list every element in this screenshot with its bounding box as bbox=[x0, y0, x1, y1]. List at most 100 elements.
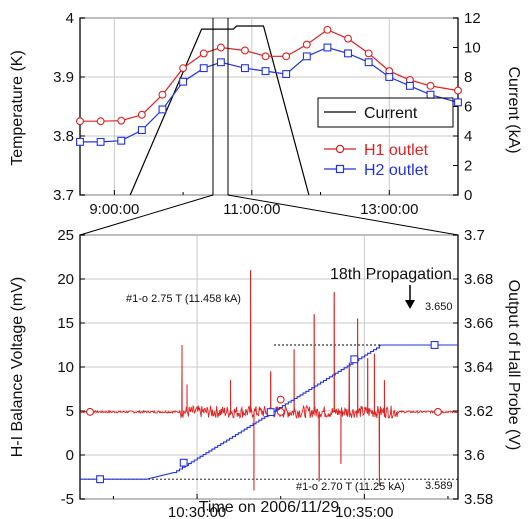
top-y2-tick-label: 6 bbox=[464, 99, 472, 116]
zoom-connector-right bbox=[227, 194, 459, 236]
top-h1-point bbox=[199, 49, 208, 58]
bottom-y2-tick-label: 3.66 bbox=[464, 315, 493, 332]
top-h1-point bbox=[454, 86, 462, 95]
bottom-y-tick-label: -5 bbox=[61, 491, 74, 508]
top-series-h2-outlet-line bbox=[80, 46, 459, 143]
bottom-y2-tick-label: 3.64 bbox=[464, 359, 493, 376]
legend-item-h1-outlet: H1 outlet bbox=[324, 142, 429, 159]
top-h1-point bbox=[426, 81, 435, 90]
top-h1-point bbox=[323, 25, 332, 34]
top-h2-point bbox=[199, 64, 208, 73]
top-h1-point bbox=[282, 52, 291, 61]
bottom-x-axis-label: Time on 2006/11/29 bbox=[199, 499, 340, 516]
bottom-y2-tick-label: 3.62 bbox=[464, 403, 493, 420]
top-h1-point bbox=[261, 52, 270, 61]
annotation-3-650: 3.650 bbox=[425, 301, 453, 313]
legend-current-frame bbox=[317, 97, 454, 128]
top-h2-point bbox=[137, 126, 146, 135]
top-legend: Current H1 outlet H2 outlet bbox=[324, 105, 429, 179]
bottom-y2-axis-label: Output of Hall Probe (V) bbox=[505, 280, 522, 451]
top-y-tick-label: 3.7 bbox=[53, 187, 74, 204]
top-h1-point bbox=[364, 49, 373, 58]
top-h2-point bbox=[158, 105, 167, 114]
legend-h2-outlet-label: H2 outlet bbox=[364, 162, 429, 179]
annotation-18th-propagation: 18th Propagation bbox=[330, 266, 452, 283]
top-h2-point bbox=[323, 43, 332, 52]
bottom-y2-tick-label: 3.7 bbox=[464, 227, 485, 244]
annotation-2-75t: #1-o 2.75 T (11.458 kA) bbox=[126, 293, 241, 305]
bottom-hall-probe-marker bbox=[430, 341, 439, 349]
top-h2-point bbox=[364, 58, 373, 67]
bottom-x-tick-label: 10:30:00 bbox=[168, 504, 226, 519]
top-h2-point bbox=[117, 136, 126, 145]
zoom-connector-left bbox=[79, 194, 214, 236]
top-y2-tick-label: 4 bbox=[464, 128, 472, 145]
top-h2-point bbox=[96, 137, 105, 146]
top-chart: 9:00:00 11:00:00 13:00:00 3.7 3.8 3.9 4 0 2 4 6 8 10… bbox=[9, 10, 522, 218]
bottom-hall-probe-marker bbox=[350, 355, 359, 364]
top-h1-point bbox=[96, 117, 105, 126]
bottom-y-axis-label: H-I Balance Voltage (mV) bbox=[9, 277, 26, 458]
top-x-tick-label: 13:00:00 bbox=[360, 201, 418, 218]
bottom-grid bbox=[80, 234, 458, 500]
top-h1-point bbox=[216, 43, 225, 52]
top-h2-point bbox=[216, 58, 225, 67]
top-h1-point bbox=[137, 110, 146, 119]
top-h1-point bbox=[302, 40, 311, 49]
annotation-2-70t: #1-o 2.70 T (11.25 kA) bbox=[296, 481, 405, 493]
top-ticks-group: 9:00:00 11:00:00 13:00:00 3.7 3.8 3.9 4 0 2 4 6 8 10… bbox=[53, 10, 481, 218]
top-y2-tick-label: 12 bbox=[464, 10, 481, 27]
bottom-x-tick-label: 10:35:00 bbox=[335, 504, 393, 519]
bottom-y-tick-label: 10 bbox=[57, 359, 74, 376]
top-h1-point bbox=[117, 116, 126, 125]
top-h1-point bbox=[179, 64, 188, 73]
top-h1-point bbox=[240, 46, 249, 55]
legend-item-h2-outlet: H2 outlet bbox=[324, 162, 429, 179]
top-h2-point bbox=[302, 52, 311, 61]
bottom-y2-tick-label: 3.58 bbox=[464, 491, 493, 508]
bottom-y-tick-label: 25 bbox=[57, 227, 74, 244]
top-h2-point bbox=[454, 98, 462, 107]
top-y-tick-label: 3.8 bbox=[53, 128, 74, 145]
bottom-y-tick-label: 0 bbox=[66, 447, 74, 464]
top-y2-tick-label: 2 bbox=[464, 158, 472, 175]
bottom-y-tick-label: 5 bbox=[66, 403, 74, 420]
top-h2-point bbox=[282, 70, 291, 79]
top-grid bbox=[80, 17, 458, 196]
top-h2-point bbox=[179, 77, 188, 86]
top-x-tick-label: 11:00:00 bbox=[223, 201, 280, 218]
bottom-hall-probe-marker bbox=[179, 458, 188, 467]
annotation-arrow-head bbox=[405, 300, 415, 309]
top-h2-point bbox=[240, 64, 249, 73]
top-h2-point bbox=[426, 90, 435, 99]
legend-current-label: Current bbox=[364, 105, 418, 122]
top-h2-point bbox=[385, 73, 394, 81]
top-y2-tick-label: 0 bbox=[464, 187, 472, 204]
top-series-current-line bbox=[129, 25, 310, 196]
legend-item-current: Current bbox=[324, 105, 418, 122]
bottom-y-tick-label: 20 bbox=[57, 271, 74, 288]
bottom-voltage-marker bbox=[433, 407, 442, 416]
top-h2-point bbox=[405, 81, 414, 90]
top-h2-point bbox=[261, 67, 270, 76]
bottom-voltage-marker bbox=[276, 395, 285, 404]
top-h1-point bbox=[158, 90, 167, 99]
bottom-y2-tick-label: 3.6 bbox=[464, 447, 485, 464]
bottom-ticks-group: 10:30:00 10:35:00 -5 0 5 10 15 20 25 3.58 3.6 3.62 3… bbox=[57, 227, 493, 519]
bottom-chart: 10:30:00 10:35:00 -5 0 5 10 15 20 25 3.58 3.6 3.62 3… bbox=[9, 227, 522, 519]
bottom-y2-tick-label: 3.68 bbox=[464, 271, 493, 288]
bottom-voltage-marker bbox=[86, 407, 94, 416]
top-y2-tick-label: 10 bbox=[464, 40, 481, 57]
bottom-hall-probe-marker bbox=[96, 475, 105, 484]
bottom-voltage-marker bbox=[276, 407, 285, 416]
top-h1-point bbox=[76, 117, 84, 126]
top-y2-tick-label: 8 bbox=[464, 69, 472, 86]
annotation-3-589: 3.589 bbox=[425, 480, 453, 492]
top-h1-point bbox=[344, 34, 352, 43]
top-h2-point bbox=[76, 137, 84, 146]
top-series-group bbox=[76, 25, 462, 196]
top-y2-axis-label: Current (kA) bbox=[505, 66, 522, 153]
top-h2-point bbox=[344, 49, 352, 58]
bottom-hall-probe-trace bbox=[80, 344, 458, 480]
